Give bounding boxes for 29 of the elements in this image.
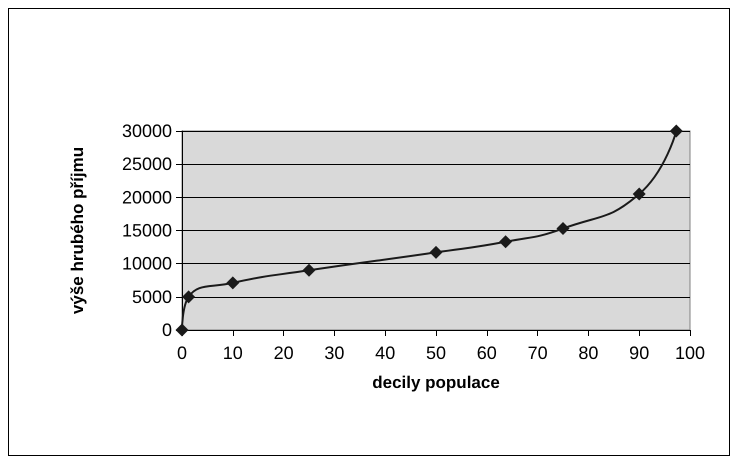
- point: [176, 324, 188, 336]
- y-tick-label: 5000: [132, 286, 172, 307]
- x-tick-label: 100: [674, 343, 706, 363]
- point: [182, 290, 196, 304]
- x-tick-label: 80: [578, 343, 598, 363]
- y-tick-label: 10000: [122, 254, 172, 274]
- point: [226, 276, 240, 290]
- x-tick-label: 50: [426, 343, 446, 363]
- y-axis-title: výše hrubého příjmu: [68, 146, 87, 314]
- x-tick-label: 0: [176, 343, 188, 363]
- x-tick-label: 70: [528, 343, 548, 363]
- x-tick-label: 20: [274, 343, 294, 363]
- x-tick-label: 60: [476, 343, 497, 363]
- point: [430, 246, 442, 259]
- point: [670, 124, 683, 138]
- point: [302, 264, 316, 277]
- point: [632, 188, 646, 201]
- y-tick-label: 15000: [122, 220, 172, 240]
- x-tick-label: 40: [375, 343, 396, 363]
- y-tick-label: 0: [162, 320, 172, 340]
- x-tick-label: 30: [324, 343, 344, 363]
- x-tick-label: 10: [222, 343, 243, 363]
- x-tick-label: 90: [629, 343, 650, 363]
- x-axis-title: decily populace: [372, 373, 500, 392]
- point: [556, 222, 570, 236]
- y-tick-label: 20000: [122, 187, 172, 208]
- y-tick-label: 25000: [122, 154, 172, 174]
- y-tick-label: 30000: [122, 121, 172, 141]
- point: [499, 235, 512, 248]
